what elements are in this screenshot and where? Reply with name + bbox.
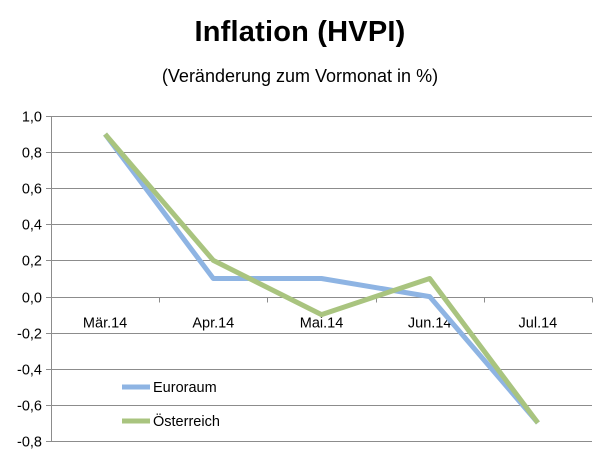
- y-tick-label: -0,8: [17, 435, 42, 451]
- x-tick-label: Jul.14: [519, 316, 558, 332]
- axes: [46, 116, 593, 442]
- x-tick-labels: Mär.14 Apr.14 Mai.14 Jun.14 Jul.14: [83, 316, 557, 332]
- y-tick-label: 0,0: [22, 291, 42, 307]
- y-tick-labels: -0,8 -0,6 -0,4 -0,2 0,0 0,2 0,4 0,6 0,8 1,0: [17, 110, 42, 451]
- series-line-euroraum: [103, 132, 540, 425]
- legend-label: Österreich: [153, 412, 220, 430]
- y-tick-label: 1,0: [22, 110, 42, 126]
- x-tick-label: Apr.14: [192, 316, 234, 332]
- legend: Euroraum Österreich: [122, 380, 220, 430]
- series-lines: [103, 132, 540, 425]
- series-line-oesterreich: [103, 132, 540, 425]
- y-tick-label: 0,4: [22, 218, 42, 234]
- y-tick-label: -0,6: [17, 399, 42, 415]
- x-tick-label: Jun.14: [408, 316, 452, 332]
- x-tick-label: Mai.14: [300, 316, 344, 332]
- y-tick-label: -0,2: [17, 327, 42, 343]
- y-tick-label: 0,8: [22, 146, 42, 162]
- y-tick-label: 0,2: [22, 254, 42, 270]
- y-tick-label: -0,4: [17, 363, 42, 379]
- x-tick-label: Mär.14: [83, 316, 127, 332]
- chart-subtitle: (Veränderung zum Vormonat in %): [161, 66, 439, 86]
- gridlines: [51, 116, 592, 442]
- chart-title: Inflation (HVPI): [194, 16, 406, 48]
- y-tick-label: 0,6: [22, 182, 42, 198]
- legend-label: Euroraum: [153, 380, 217, 396]
